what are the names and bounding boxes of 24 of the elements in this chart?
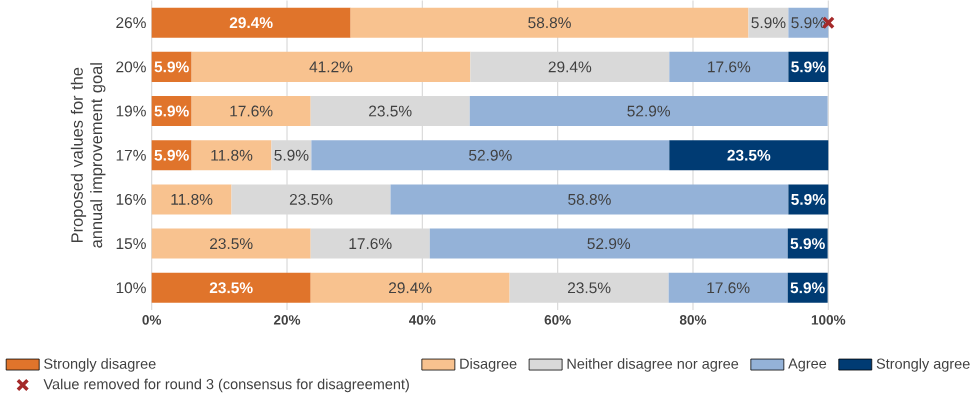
bar <box>151 229 311 260</box>
bar <box>191 52 471 83</box>
bar <box>429 229 788 260</box>
bar <box>310 229 430 260</box>
bar <box>151 8 351 39</box>
bar <box>470 52 670 83</box>
bar <box>390 184 789 215</box>
bar <box>311 140 670 171</box>
bar <box>669 52 789 83</box>
bar <box>509 273 669 304</box>
bar <box>191 96 311 127</box>
bar <box>151 273 311 304</box>
bar <box>310 96 470 127</box>
y-axis-title: Proposed values for the annual improvement goal <box>70 63 106 249</box>
bar <box>271 140 312 171</box>
bar <box>669 140 829 171</box>
bar <box>350 8 749 39</box>
bar <box>748 8 789 39</box>
bar <box>469 96 828 127</box>
bar <box>151 184 232 215</box>
bar <box>310 273 510 304</box>
bar <box>231 184 391 215</box>
bar <box>191 140 272 171</box>
bar <box>668 273 788 304</box>
